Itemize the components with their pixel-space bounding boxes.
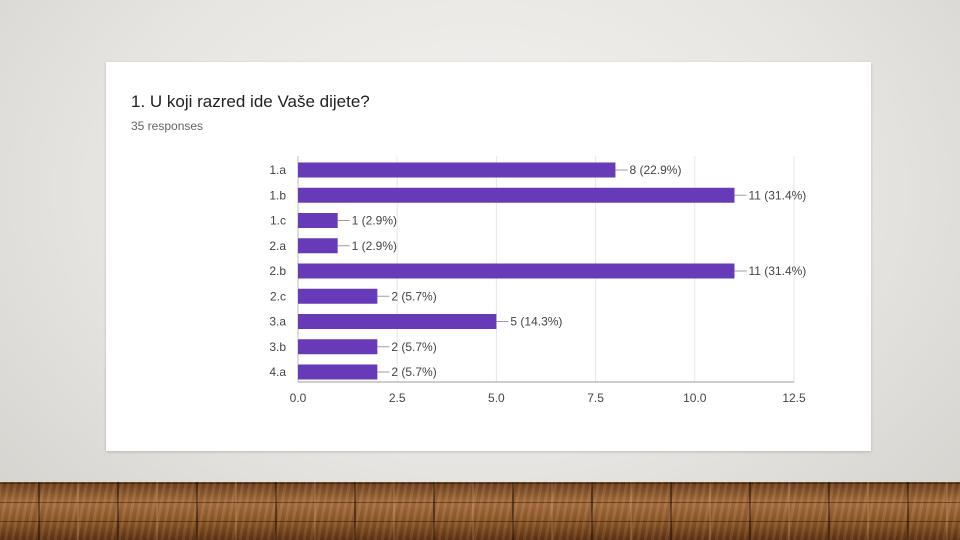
category-label: 4.a [269, 365, 286, 379]
wooden-floor-background [0, 482, 960, 540]
x-tick-label: 2.5 [389, 391, 406, 405]
response-count: 35 responses [131, 119, 204, 133]
bar [298, 162, 616, 178]
category-label: 2.b [269, 264, 286, 278]
bar [298, 263, 735, 279]
data-label: 2 (5.7%) [391, 289, 436, 303]
data-label: 11 (31.4%) [748, 264, 806, 278]
bar [298, 339, 378, 355]
bar [298, 364, 378, 380]
category-label: 3.a [269, 315, 286, 329]
x-tick-label: 10.0 [683, 391, 707, 405]
category-label: 2.a [269, 239, 286, 253]
bar-chart: 0.0 2.5 5.0 7.5 10.0 12.5 1.a 8 (22.9%) 1.b 11 (3… [269, 156, 806, 405]
question-title: 1. U koji razred ide Vaše dijete? [131, 92, 370, 111]
category-label: 1.a [269, 163, 286, 177]
x-tick-label: 7.5 [587, 391, 604, 405]
bar [298, 187, 735, 203]
data-label: 5 (14.3%) [510, 315, 562, 329]
data-label: 1 (2.9%) [352, 214, 397, 228]
data-label: 1 (2.9%) [352, 239, 397, 253]
x-tick-label: 0.0 [290, 391, 307, 405]
category-label: 1.b [269, 188, 286, 202]
bar [298, 238, 338, 254]
bar [298, 213, 338, 228]
bar [298, 288, 378, 304]
category-label: 1.c [270, 214, 286, 228]
data-label: 2 (5.7%) [391, 365, 436, 379]
survey-question-card: 1. U koji razred ide Vaše dijete? 35 res… [106, 62, 871, 451]
data-label: 11 (31.4%) [748, 188, 806, 202]
category-label: 3.b [269, 340, 286, 354]
x-tick-label: 12.5 [782, 391, 806, 405]
data-label: 8 (22.9%) [629, 163, 681, 177]
x-tick-label: 5.0 [488, 391, 505, 405]
data-label: 2 (5.7%) [391, 340, 436, 354]
bar [298, 314, 497, 329]
category-label: 2.c [270, 289, 286, 303]
